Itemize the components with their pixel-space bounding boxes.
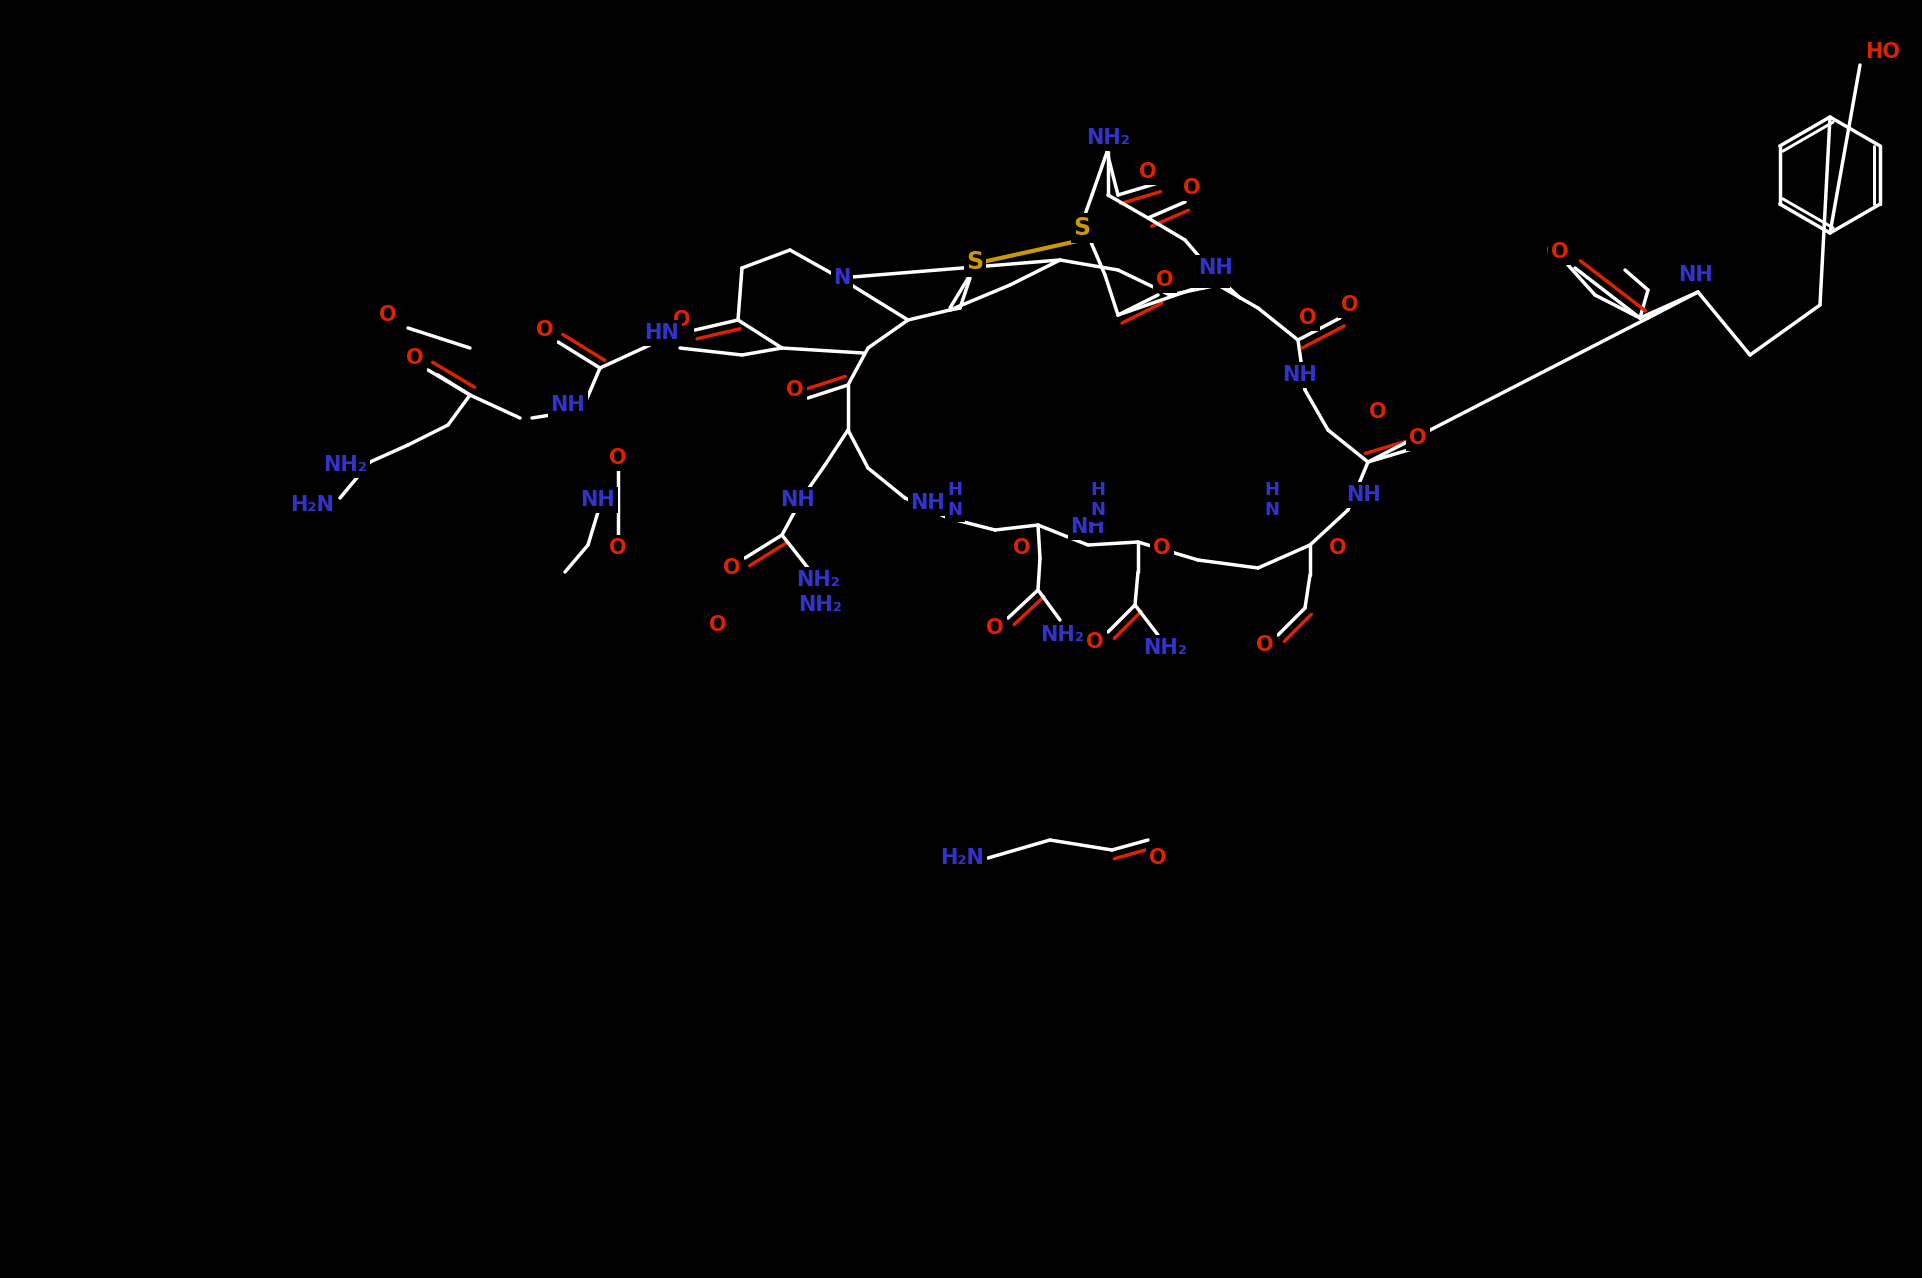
Text: HN: HN bbox=[644, 323, 678, 343]
Text: NH: NH bbox=[911, 493, 946, 512]
Text: O: O bbox=[786, 380, 803, 400]
Text: O: O bbox=[1086, 633, 1103, 652]
Text: O: O bbox=[379, 305, 396, 325]
Text: O: O bbox=[1299, 308, 1317, 328]
Text: O: O bbox=[673, 311, 690, 330]
Text: S: S bbox=[1074, 216, 1090, 240]
Text: NH: NH bbox=[1345, 484, 1380, 505]
Text: NH: NH bbox=[780, 489, 815, 510]
Text: O: O bbox=[1157, 270, 1174, 290]
Text: NH: NH bbox=[1194, 265, 1228, 285]
Text: O: O bbox=[609, 538, 627, 558]
Text: N: N bbox=[834, 268, 851, 288]
Text: H
N: H N bbox=[1090, 481, 1105, 519]
Text: NH: NH bbox=[1282, 366, 1317, 385]
Text: O: O bbox=[1551, 242, 1568, 262]
Text: NH₂: NH₂ bbox=[1086, 128, 1130, 148]
Text: H₂N: H₂N bbox=[940, 849, 984, 868]
Text: NH₂: NH₂ bbox=[1040, 625, 1084, 645]
Text: O: O bbox=[1257, 635, 1274, 656]
Text: H₂N: H₂N bbox=[290, 495, 334, 515]
Text: O: O bbox=[536, 320, 554, 340]
Text: NH: NH bbox=[1197, 258, 1232, 279]
Text: O: O bbox=[709, 615, 727, 635]
Text: NH: NH bbox=[1071, 518, 1105, 537]
Text: H
N: H N bbox=[1265, 481, 1280, 519]
Text: S: S bbox=[967, 250, 984, 273]
Text: O: O bbox=[1153, 538, 1170, 558]
Text: O: O bbox=[1149, 849, 1167, 868]
Text: HO: HO bbox=[1864, 42, 1901, 63]
Text: NH: NH bbox=[1678, 265, 1713, 285]
Text: O: O bbox=[1184, 178, 1201, 198]
Text: O: O bbox=[1013, 538, 1030, 558]
Text: O: O bbox=[986, 619, 1003, 638]
Text: NH₂: NH₂ bbox=[798, 596, 842, 615]
Text: O: O bbox=[723, 558, 740, 578]
Text: O: O bbox=[1140, 162, 1157, 181]
Text: O: O bbox=[1545, 242, 1565, 262]
Text: O: O bbox=[609, 449, 627, 468]
Text: NH₂: NH₂ bbox=[1086, 128, 1128, 148]
Text: NH₂: NH₂ bbox=[1144, 638, 1188, 658]
Text: O: O bbox=[406, 348, 425, 368]
Text: O: O bbox=[1409, 428, 1426, 449]
Text: O: O bbox=[1342, 295, 1359, 314]
Text: NH: NH bbox=[550, 395, 586, 415]
Text: O: O bbox=[1368, 403, 1388, 422]
Text: H
N: H N bbox=[948, 481, 963, 519]
Text: NH: NH bbox=[1678, 265, 1713, 285]
Text: O: O bbox=[1330, 538, 1347, 558]
Text: NH₂: NH₂ bbox=[323, 455, 367, 475]
Text: NH: NH bbox=[580, 489, 615, 510]
Text: NH₂: NH₂ bbox=[796, 570, 840, 590]
